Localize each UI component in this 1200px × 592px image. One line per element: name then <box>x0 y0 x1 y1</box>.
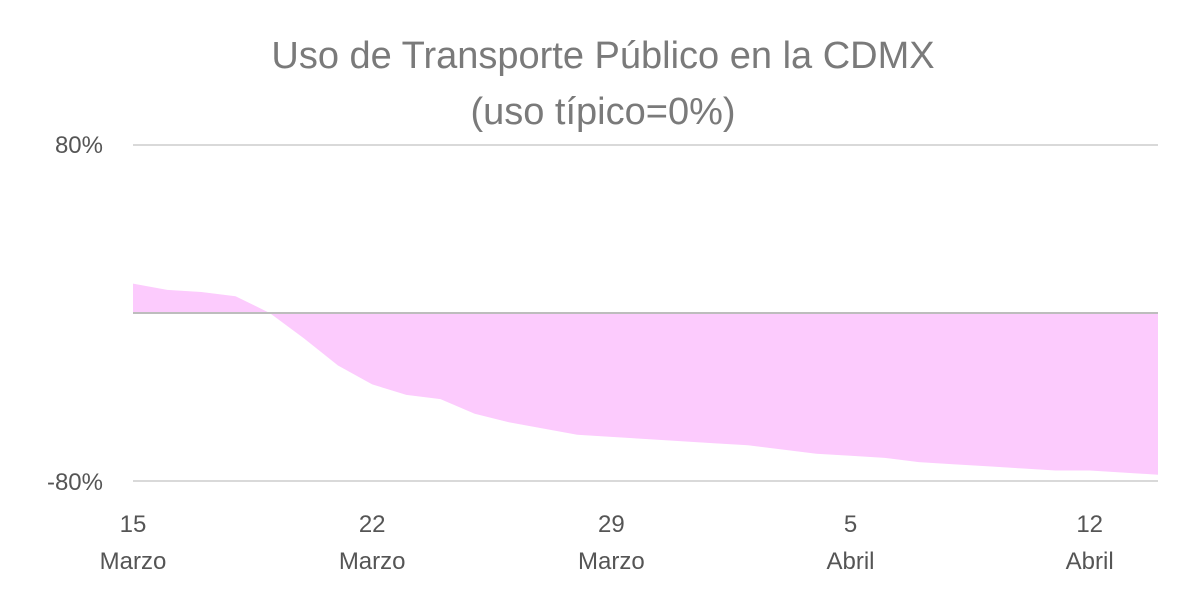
x-tick-label-day: 5 <box>844 511 857 538</box>
x-tick-label-month: Abril <box>1066 548 1114 575</box>
x-axis-ticks: 15 Marzo 22 Marzo 29 Marzo 5 Abril 12 Abril <box>100 511 1114 575</box>
chart-subtitle: (uso típico=0%) <box>470 91 735 133</box>
x-tick-label-month: Marzo <box>100 548 167 575</box>
x-tick-label-day: 12 <box>1076 511 1103 538</box>
y-tick-label-top: 80% <box>55 132 103 159</box>
chart-title: Uso de Transporte Público en la CDMX <box>271 35 934 77</box>
area-series <box>133 283 1158 475</box>
x-tick-label-day: 29 <box>598 511 625 538</box>
x-tick-label-month: Abril <box>826 548 874 575</box>
x-tick-label-day: 22 <box>359 511 386 538</box>
x-tick-label-month: Marzo <box>339 548 406 575</box>
x-tick-label-day: 15 <box>120 511 147 538</box>
y-tick-label-bottom: -80% <box>47 469 103 496</box>
x-tick-label-month: Marzo <box>578 548 645 575</box>
